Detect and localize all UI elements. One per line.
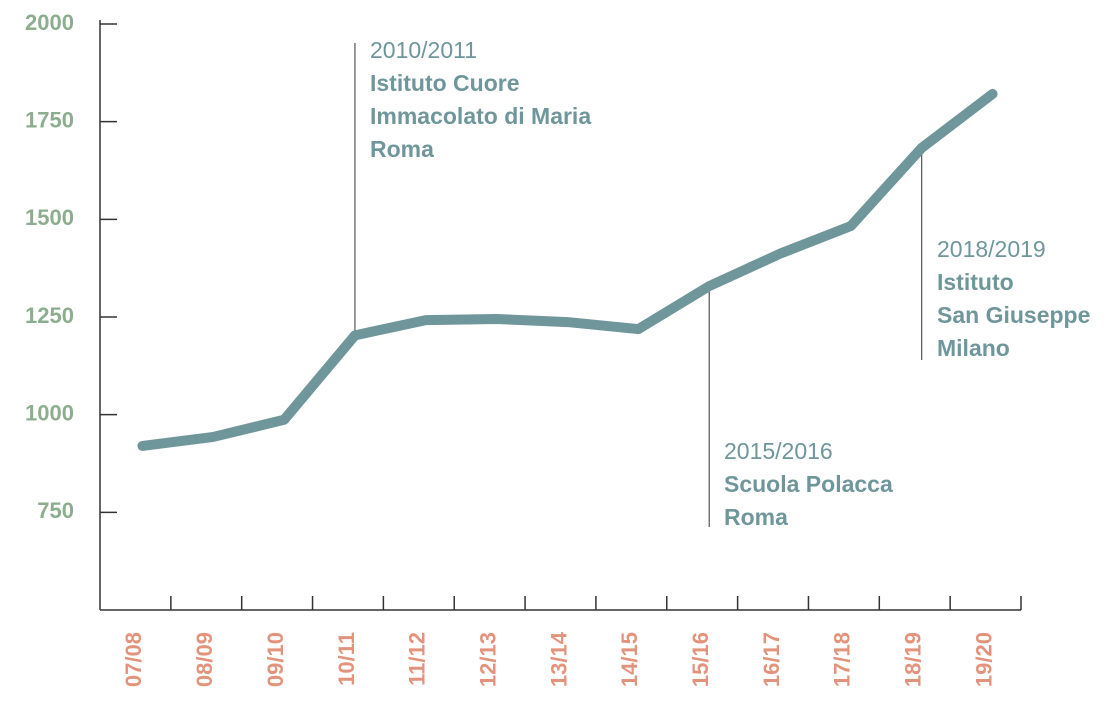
x-tick-label: 19/20: [971, 632, 996, 687]
annotation-text: San Giuseppe: [937, 302, 1090, 328]
y-tick-label: 1000: [25, 400, 74, 425]
x-tick-label: 09/10: [263, 632, 288, 687]
x-tick-label: 14/15: [617, 632, 642, 687]
y-tick-label: 1750: [25, 107, 74, 132]
x-tick-label: 15/16: [688, 632, 713, 687]
y-tick-label: 2000: [25, 10, 74, 35]
x-tick-label: 11/12: [405, 632, 430, 686]
annotation-text: Roma: [370, 136, 434, 162]
x-tick-label: 16/17: [759, 632, 784, 687]
annotation-text: Roma: [724, 504, 788, 530]
x-tick-label: 07/08: [121, 632, 146, 687]
y-tick-label: 750: [37, 498, 74, 523]
x-tick-label: 18/19: [901, 632, 926, 687]
annotation-text: Istituto Cuore: [370, 70, 520, 96]
annotation-year: 2018/2019: [937, 236, 1046, 262]
annotation-text: Scuola Polacca: [724, 471, 893, 497]
x-tick-label: 17/18: [830, 632, 855, 687]
x-tick-label: 13/14: [546, 631, 571, 687]
data-line: [137, 88, 998, 451]
annotation-year: 2010/2011: [370, 37, 477, 63]
x-tick-label: 08/09: [192, 632, 217, 687]
annotation-text: Immacolato di Maria: [370, 103, 591, 129]
x-tick-label: 12/13: [475, 632, 500, 687]
annotation-text: Milano: [937, 335, 1010, 361]
y-tick-label: 1250: [25, 303, 74, 328]
y-tick-label: 1500: [25, 205, 74, 230]
x-tick-label: 10/11: [334, 632, 359, 686]
annotation-text: Istituto: [937, 269, 1014, 295]
annotation-year: 2015/2016: [724, 438, 833, 464]
